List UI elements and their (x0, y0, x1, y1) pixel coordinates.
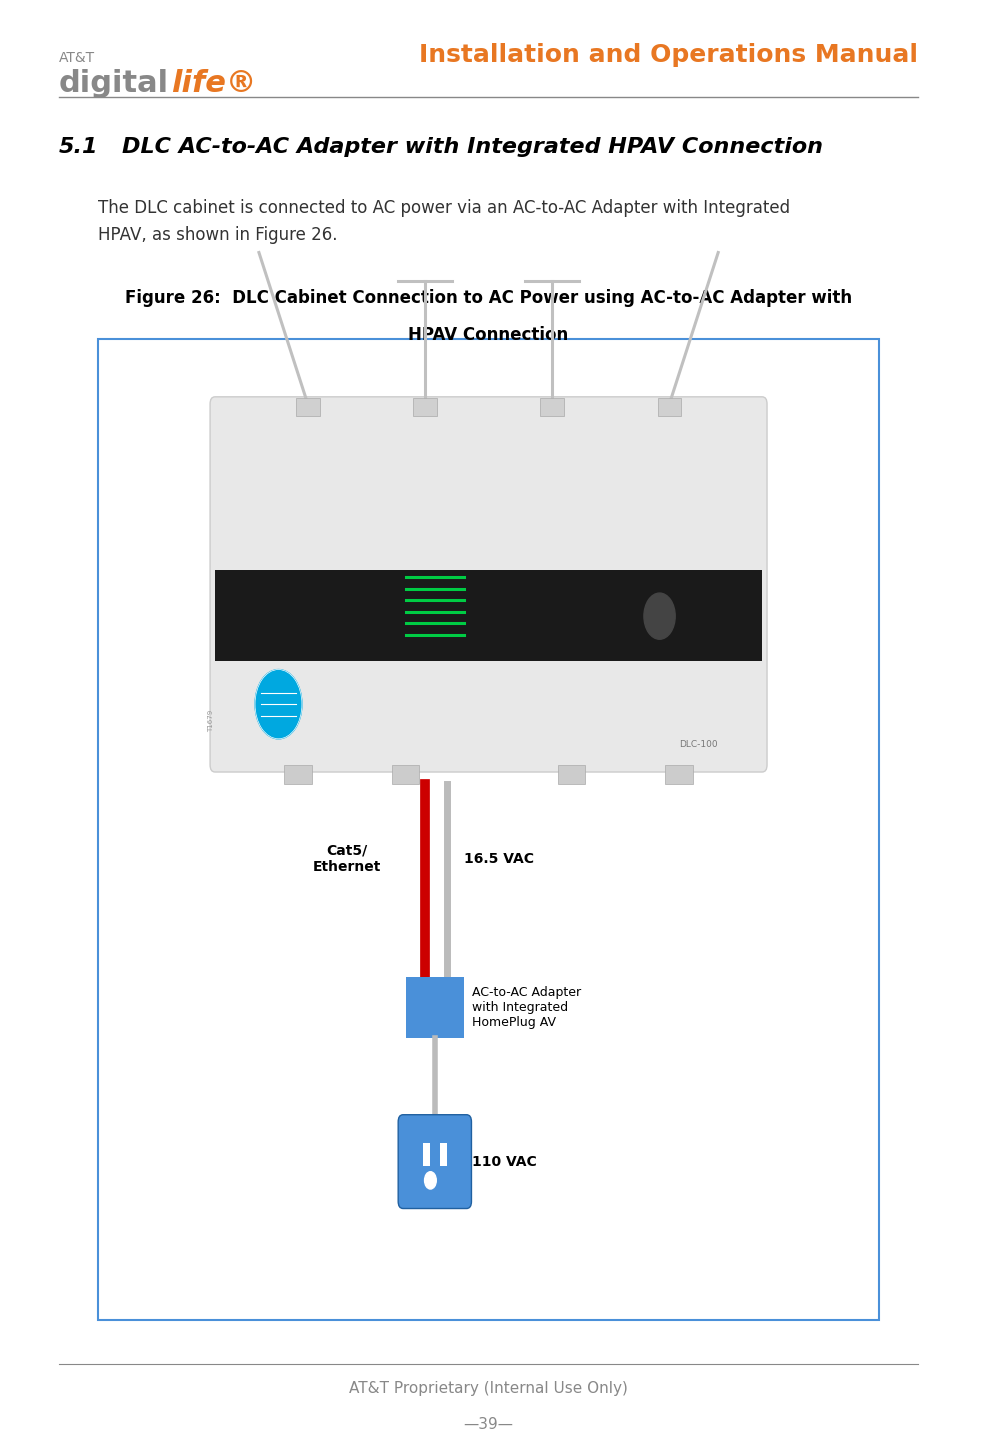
Text: AC-to-AC Adapter
with Integrated
HomePlug AV: AC-to-AC Adapter with Integrated HomePlu… (472, 986, 581, 1029)
Text: 16.5 VAC: 16.5 VAC (464, 851, 534, 866)
FancyBboxPatch shape (392, 765, 419, 784)
Text: 5.1: 5.1 (59, 137, 98, 157)
FancyBboxPatch shape (540, 398, 564, 416)
FancyBboxPatch shape (423, 1143, 430, 1166)
FancyBboxPatch shape (558, 765, 585, 784)
FancyBboxPatch shape (398, 1114, 471, 1209)
FancyBboxPatch shape (440, 1143, 447, 1166)
FancyBboxPatch shape (413, 398, 437, 416)
Text: T1679: T1679 (208, 710, 214, 732)
Circle shape (644, 593, 675, 639)
Circle shape (425, 1172, 436, 1189)
Text: —39—: —39— (464, 1417, 514, 1431)
FancyBboxPatch shape (215, 570, 762, 661)
Text: AT&T: AT&T (59, 51, 95, 65)
FancyBboxPatch shape (284, 765, 312, 784)
Circle shape (255, 670, 302, 739)
FancyBboxPatch shape (665, 765, 693, 784)
Text: HPAV Connection: HPAV Connection (408, 326, 569, 343)
Text: Cat5/
Ethernet: Cat5/ Ethernet (313, 844, 381, 873)
FancyBboxPatch shape (658, 398, 681, 416)
FancyBboxPatch shape (296, 398, 320, 416)
Text: The DLC cabinet is connected to AC power via an AC-to-AC Adapter with Integrated: The DLC cabinet is connected to AC power… (98, 199, 790, 244)
Text: DLC AC-to-AC Adapter with Integrated HPAV Connection: DLC AC-to-AC Adapter with Integrated HPA… (122, 137, 823, 157)
FancyBboxPatch shape (406, 977, 464, 1038)
FancyBboxPatch shape (210, 397, 767, 772)
Text: digital: digital (59, 69, 169, 98)
Text: 110 VAC: 110 VAC (472, 1154, 537, 1169)
FancyBboxPatch shape (98, 339, 879, 1320)
Text: life®: life® (171, 69, 256, 98)
Text: DLC-100: DLC-100 (679, 740, 718, 749)
Text: Installation and Operations Manual: Installation and Operations Manual (419, 43, 918, 66)
Text: AT&T Proprietary (Internal Use Only): AT&T Proprietary (Internal Use Only) (349, 1381, 628, 1395)
Text: Figure 26:  DLC Cabinet Connection to AC Power using AC-to-AC Adapter with: Figure 26: DLC Cabinet Connection to AC … (125, 289, 852, 306)
